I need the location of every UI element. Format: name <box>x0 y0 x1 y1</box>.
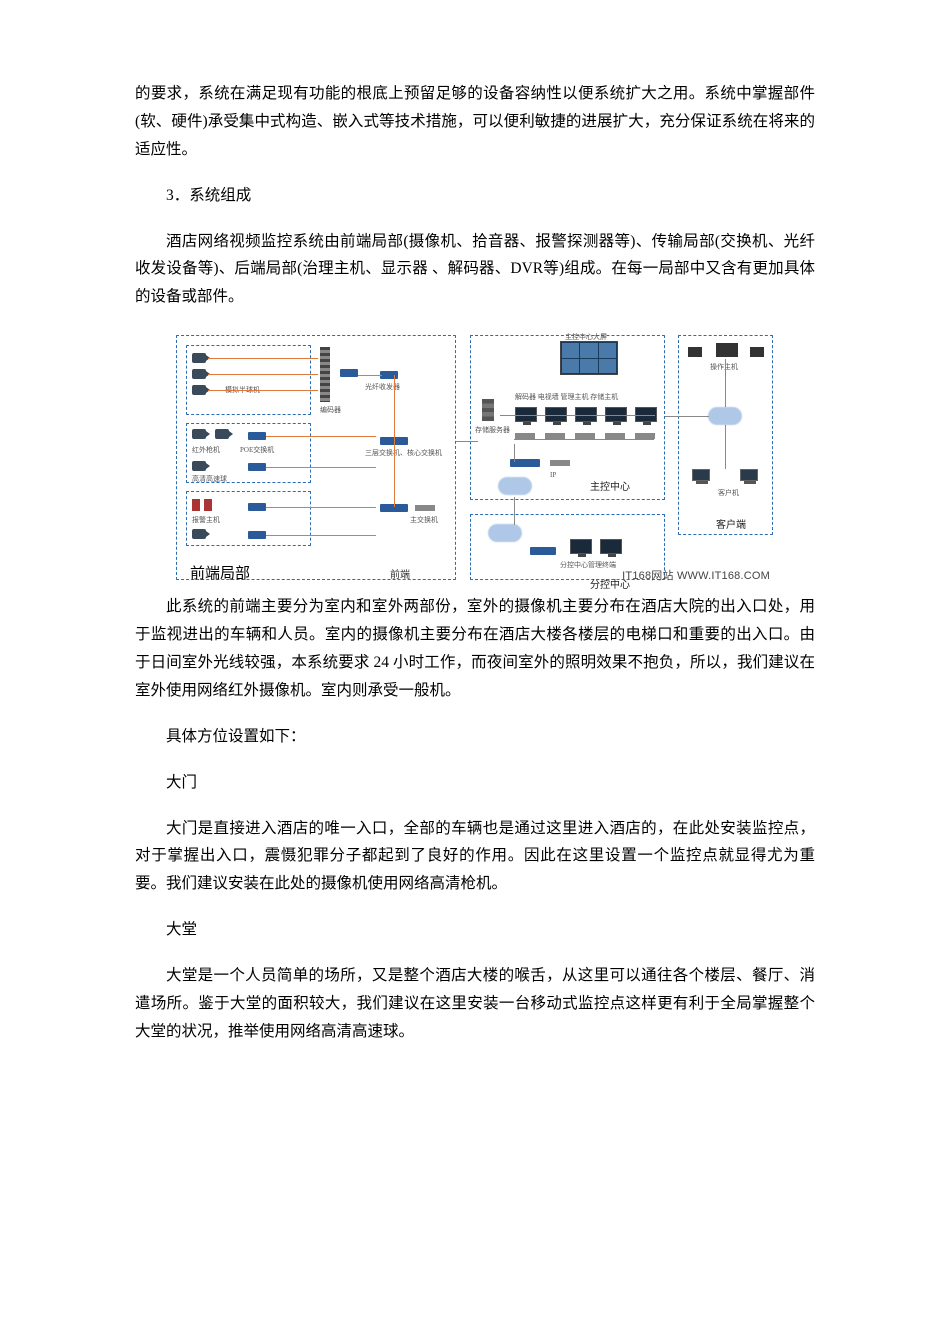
poe-switch-icon <box>248 432 266 440</box>
diagram-label: 分控中心管理终端 <box>560 559 616 572</box>
switch-icon <box>530 547 556 555</box>
diagram-label: IP <box>550 469 556 482</box>
storage-icon <box>550 460 570 466</box>
alarm-icon <box>192 499 200 511</box>
diagram-label: 存储服务器 <box>475 424 510 437</box>
watermark-text: IT168网站 WWW.IT168.COM <box>622 567 770 587</box>
switch-icon <box>248 503 266 511</box>
diagram-label: 操作主机 <box>710 361 738 374</box>
monitor-icon <box>570 539 592 554</box>
diagram-label: 客户机 <box>718 487 739 500</box>
small-monitor-icon <box>688 347 702 357</box>
client-label: 客户端 <box>716 517 746 535</box>
paragraph-positions-intro: 具体方位设置如下： <box>135 723 815 751</box>
system-diagram: 模拟半球机 编码器 红外枪机 POE交换机 高清高速球 报警主机 光纤收发器 三… <box>170 329 780 589</box>
diagram-label: POE交换机 <box>240 444 274 457</box>
switch-icon <box>248 531 266 539</box>
paragraph-frontend-desc: 此系统的前端主要分为室内和室外两部份，室外的摄像机主要分布在酒店大院的出入口处，… <box>135 593 815 705</box>
frontend-overlay-label: 前端局部 <box>190 561 250 588</box>
camera-icon <box>192 369 206 379</box>
front-bottom-label: 前端 <box>390 567 410 585</box>
paragraph-lobby: 大堂是一个人员简单的场所，又是整个酒店大楼的喉舌，从这里可以通往各个楼层、餐厅、… <box>135 962 815 1046</box>
small-monitor-icon <box>750 347 764 357</box>
cloud-icon <box>488 524 522 542</box>
alarm-icon <box>204 499 212 511</box>
diagram-label: 红外枪机 <box>192 444 220 457</box>
server-rack-icon <box>482 399 494 421</box>
paragraph-system-composition: 酒店网络视频监控系统由前端局部(摄像机、拾音器、报警探测器等)、传输局部(交换机… <box>135 228 815 312</box>
cloud-icon <box>708 407 742 425</box>
camera-icon <box>192 353 206 363</box>
laptop-icon <box>692 469 710 481</box>
switch-icon <box>248 463 266 471</box>
switch-icon <box>340 369 358 377</box>
main-center-label: 主控中心 <box>590 479 630 497</box>
diagram-label: 报警主机 <box>192 514 220 527</box>
storage-icon <box>415 505 435 511</box>
laptop-icon <box>740 469 758 481</box>
camera-icon <box>192 429 206 439</box>
camera-icon <box>215 429 229 439</box>
cloud-icon <box>498 477 532 495</box>
diagram-label: 编码器 <box>320 404 341 417</box>
diagram-label: 解码器 电视墙 管理主机 存储主机 <box>515 391 618 404</box>
section-heading-3: 3．系统组成 <box>135 182 815 210</box>
small-monitor-icon <box>716 343 738 357</box>
paragraph-continuation: 的要求，系统在满足现有功能的根底上预留足够的设备容纳性以便系统扩大之用。系统中掌… <box>135 80 815 164</box>
heading-lobby: 大堂 <box>135 916 815 944</box>
camera-icon <box>192 385 206 395</box>
diagram-label: 主控中心大屏 <box>565 331 607 344</box>
paragraph-gate: 大门是直接进入酒店的唯一入口，全部的车辆也是通过这里进入酒店的，在此处安装监控点… <box>135 815 815 899</box>
video-wall-icon <box>560 341 618 375</box>
fiber-icon <box>380 371 398 379</box>
monitor-icon <box>600 539 622 554</box>
heading-gate: 大门 <box>135 769 815 797</box>
encoder-icon <box>320 347 330 402</box>
camera-icon <box>192 529 206 539</box>
diagram-label: 主交换机 <box>410 514 438 527</box>
diagram-label: 高清高速球 <box>192 473 227 486</box>
camera-icon <box>192 461 206 471</box>
diagram-label: 三层交换机、核心交换机 <box>365 447 442 460</box>
